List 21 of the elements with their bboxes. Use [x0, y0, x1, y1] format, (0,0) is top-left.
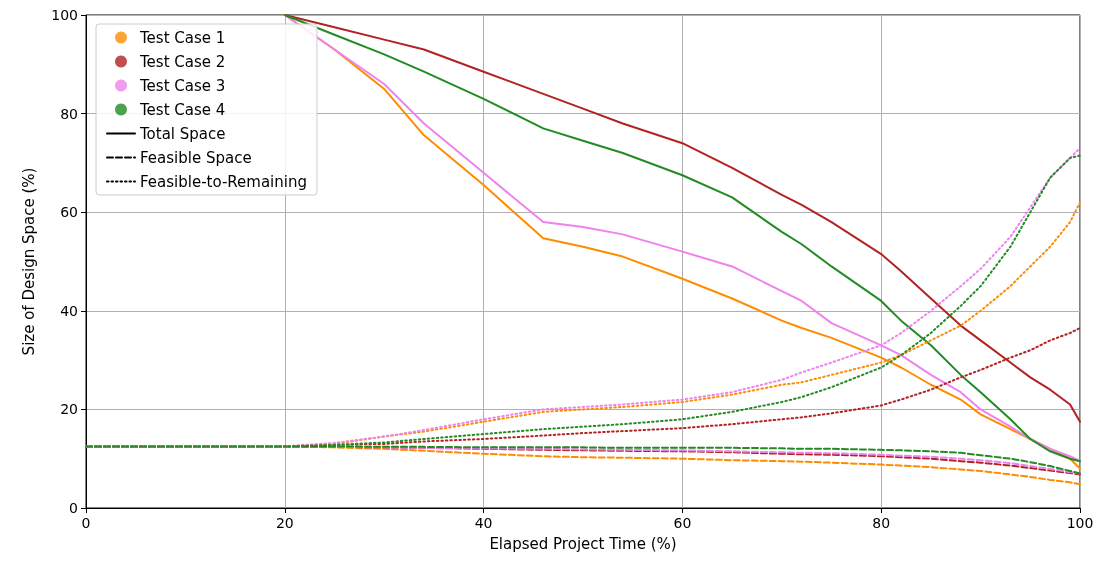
y-tick-label: 80 [60, 105, 78, 122]
x-tick-label: 40 [474, 515, 493, 531]
legend-label: Feasible-to-Remaining [140, 172, 307, 191]
legend-label: Test Case 2 [139, 52, 226, 71]
legend-label: Test Case 3 [139, 76, 226, 95]
y-axis-title: Size of Design Space (%) [19, 167, 38, 356]
legend-label: Test Case 1 [139, 28, 226, 47]
x-axis-title: Elapsed Project Time (%) [489, 534, 677, 553]
y-tick-label: 20 [60, 401, 78, 418]
legend-label: Test Case 4 [139, 100, 226, 119]
x-tick-label: 80 [872, 515, 891, 531]
x-tick-label: 20 [275, 515, 294, 531]
y-tick-label: 0 [69, 500, 78, 516]
legend-label: Feasible Space [140, 148, 252, 167]
legend-label: Total Space [139, 124, 226, 143]
x-tick-label: 0 [81, 515, 91, 531]
y-tick-label: 40 [60, 302, 78, 319]
y-tick-label: 100 [51, 7, 78, 23]
y-tick-label: 60 [60, 204, 78, 221]
x-tick-label: 60 [673, 515, 692, 531]
x-tick-label: 100 [1066, 515, 1094, 531]
